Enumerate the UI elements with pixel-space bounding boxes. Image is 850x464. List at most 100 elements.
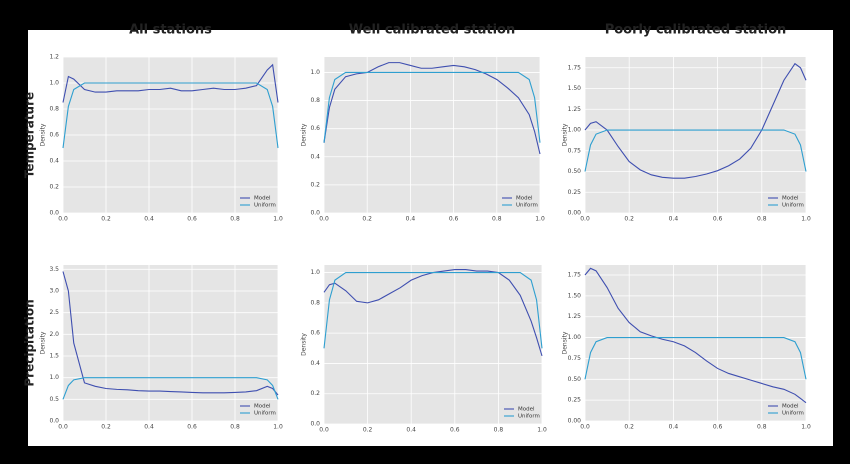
series-line bbox=[62, 271, 279, 396]
y-tick-label: 0.25 bbox=[568, 397, 582, 404]
y-tick-label: 0.6 bbox=[310, 330, 320, 337]
series-line bbox=[323, 272, 543, 349]
x-tick-label: 0.0 bbox=[58, 216, 68, 223]
series-line bbox=[584, 337, 807, 380]
legend-label: Uniform bbox=[782, 203, 804, 209]
x-tick-label: 0.8 bbox=[492, 216, 502, 223]
y-tick-label: 0.00 bbox=[568, 418, 582, 425]
legend-label: Uniform bbox=[254, 203, 276, 209]
y-axis-label: Density bbox=[562, 331, 569, 354]
series-line bbox=[584, 129, 807, 172]
y-tick-label: 0.4 bbox=[310, 153, 320, 160]
x-tick-label: 0.0 bbox=[580, 216, 590, 223]
series-line bbox=[584, 267, 807, 404]
legend-label: Uniform bbox=[516, 203, 538, 209]
x-tick-label: 0.6 bbox=[713, 424, 723, 431]
y-tick-label: 1.25 bbox=[568, 106, 582, 113]
y-tick-label: 0.00 bbox=[568, 210, 582, 217]
x-tick-label: 0.6 bbox=[187, 424, 197, 431]
legend-label: Model bbox=[254, 196, 271, 202]
y-tick-label: 0.6 bbox=[49, 132, 59, 139]
series-line bbox=[62, 82, 279, 149]
x-tick-label: 0.4 bbox=[144, 424, 154, 431]
x-tick-label: 0.0 bbox=[319, 216, 329, 223]
plot-area bbox=[324, 265, 542, 424]
y-tick-label: 1.50 bbox=[568, 292, 582, 299]
x-tick-label: 0.8 bbox=[230, 424, 240, 431]
plot-area bbox=[585, 265, 806, 421]
x-tick-label: 1.0 bbox=[535, 216, 545, 223]
plot-area bbox=[324, 57, 540, 213]
x-tick-label: 0.4 bbox=[144, 216, 154, 223]
x-tick-label: 1.0 bbox=[273, 424, 283, 431]
y-tick-label: 1.0 bbox=[310, 69, 320, 76]
x-tick-label: 0.6 bbox=[449, 216, 459, 223]
series-line bbox=[584, 62, 807, 179]
y-tick-label: 1.25 bbox=[568, 313, 582, 320]
series-line bbox=[62, 377, 279, 400]
y-tick-label: 0.0 bbox=[49, 210, 59, 217]
row-label: Precipitation bbox=[23, 299, 37, 386]
y-tick-label: 0.25 bbox=[568, 189, 582, 196]
y-tick-label: 1.00 bbox=[568, 127, 582, 134]
plot-area bbox=[63, 265, 278, 421]
x-tick-label: 0.0 bbox=[58, 424, 68, 431]
y-tick-label: 0.5 bbox=[49, 396, 59, 403]
y-tick-label: 1.75 bbox=[568, 272, 582, 279]
legend-label: Model bbox=[782, 404, 799, 410]
y-axis-label: Density bbox=[40, 123, 47, 146]
y-tick-label: 3.0 bbox=[49, 288, 59, 295]
x-tick-label: 0.8 bbox=[230, 216, 240, 223]
x-tick-label: 0.8 bbox=[494, 427, 504, 434]
y-tick-label: 0.75 bbox=[568, 355, 582, 362]
column-title: All stations bbox=[129, 23, 212, 38]
legend-label: Model bbox=[516, 196, 533, 202]
series-line bbox=[323, 71, 541, 143]
y-axis-label: Density bbox=[301, 333, 308, 356]
y-tick-label: 0.50 bbox=[568, 168, 582, 175]
legend-label: Uniform bbox=[254, 411, 276, 417]
y-axis-label: Density bbox=[301, 123, 308, 146]
y-tick-label: 0.2 bbox=[310, 390, 320, 397]
y-tick-label: 0.8 bbox=[310, 299, 320, 306]
y-tick-label: 1.75 bbox=[568, 64, 582, 71]
y-tick-label: 0.4 bbox=[49, 158, 59, 165]
x-tick-label: 1.0 bbox=[537, 427, 547, 434]
x-tick-label: 0.8 bbox=[757, 216, 767, 223]
x-tick-label: 0.6 bbox=[450, 427, 460, 434]
y-axis-label: Density bbox=[562, 123, 569, 146]
y-tick-label: 3.5 bbox=[49, 266, 59, 273]
x-tick-label: 0.2 bbox=[363, 427, 373, 434]
x-tick-label: 0.0 bbox=[580, 424, 590, 431]
column-title: Poorly calibrated station bbox=[605, 23, 787, 38]
legend-label: Model bbox=[254, 404, 271, 410]
x-tick-label: 0.4 bbox=[406, 216, 416, 223]
y-tick-label: 1.50 bbox=[568, 85, 582, 92]
column-title: Well calibrated station bbox=[349, 23, 515, 38]
series-line bbox=[323, 62, 541, 155]
y-tick-label: 0.8 bbox=[310, 97, 320, 104]
y-tick-label: 0.8 bbox=[49, 106, 59, 113]
x-tick-label: 0.2 bbox=[362, 216, 372, 223]
y-tick-label: 0.75 bbox=[568, 147, 582, 154]
legend-label: Uniform bbox=[518, 414, 540, 420]
y-tick-label: 2.5 bbox=[49, 309, 59, 316]
y-axis-label: Density bbox=[40, 331, 47, 354]
y-tick-label: 1.0 bbox=[310, 269, 320, 276]
x-tick-label: 0.4 bbox=[406, 427, 416, 434]
x-tick-label: 0.4 bbox=[669, 216, 679, 223]
x-tick-label: 0.6 bbox=[187, 216, 197, 223]
y-tick-label: 1.5 bbox=[49, 353, 59, 360]
row-label: Temperature bbox=[23, 92, 37, 178]
legend-label: Model bbox=[782, 196, 799, 202]
y-tick-label: 0.50 bbox=[568, 376, 582, 383]
y-tick-label: 1.2 bbox=[49, 54, 59, 61]
y-tick-label: 0.2 bbox=[310, 181, 320, 188]
legend-label: Uniform bbox=[782, 411, 804, 417]
y-tick-label: 0.2 bbox=[49, 184, 59, 191]
plot-area bbox=[585, 57, 806, 213]
y-tick-label: 0.0 bbox=[49, 418, 59, 425]
x-tick-label: 0.0 bbox=[319, 427, 329, 434]
y-tick-label: 1.0 bbox=[49, 374, 59, 381]
